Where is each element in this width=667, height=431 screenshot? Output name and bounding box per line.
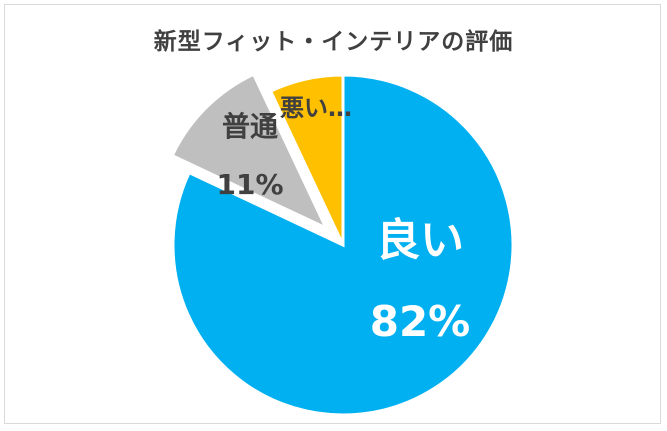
data-label-category-1: 良い — [376, 215, 464, 266]
data-label-value-2: 11% — [216, 168, 283, 201]
pie-slice-1 — [171, 73, 515, 417]
data-label-value-1: 82% — [370, 297, 471, 346]
data-label-category-2: 普通 — [222, 110, 278, 143]
pie-slice-3 — [268, 73, 345, 246]
chart-title: 新型フィット・インテリアの評価 — [153, 29, 514, 55]
pie-slice-2 — [170, 72, 330, 232]
data-label-category-3: 悪い… — [280, 94, 352, 122]
